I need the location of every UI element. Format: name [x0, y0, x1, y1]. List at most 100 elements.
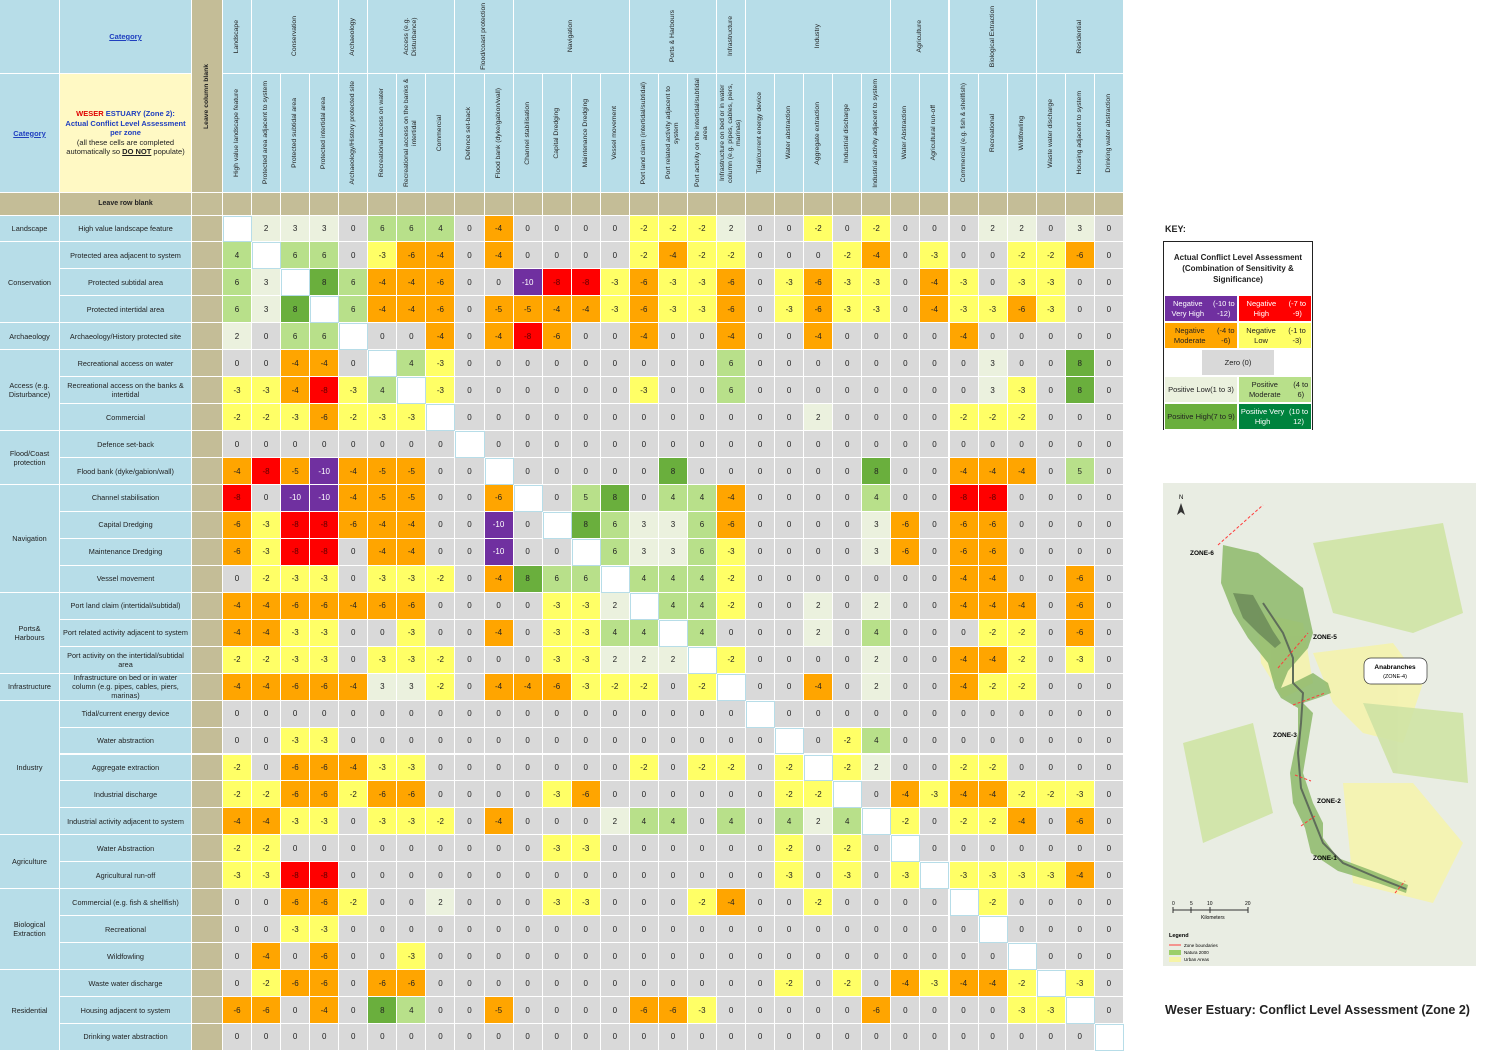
matrix-value: 0	[1048, 816, 1053, 826]
matrix-cell: 0	[455, 997, 485, 1024]
matrix-cell: 0	[513, 350, 543, 378]
matrix-cell: 0	[542, 431, 572, 459]
matrix-cell: -3	[310, 727, 340, 755]
matrix-value: 0	[525, 762, 530, 772]
column-header: Protected area adjacent to system	[252, 74, 282, 193]
matrix-cell: 0	[426, 781, 456, 809]
column-header-label: Aggregate extraction	[814, 101, 822, 165]
matrix-cell: -3	[542, 889, 572, 917]
matrix-value: 0	[932, 358, 937, 368]
column-group-label: Access (e.g. Disturbance)	[403, 17, 419, 56]
legend-zone-boundaries: Zone boundaries	[1184, 943, 1219, 948]
matrix-value: -6	[436, 304, 444, 314]
matrix-value: 0	[845, 493, 850, 503]
matrix-cell: -4	[542, 296, 572, 324]
matrix-value: -6	[814, 304, 822, 314]
matrix-cell: 0	[1007, 727, 1037, 755]
matrix-value: 0	[757, 601, 763, 611]
row-blank-cell	[192, 916, 223, 944]
matrix-cell: -2	[600, 673, 630, 701]
matrix-value: 0	[409, 439, 414, 449]
key-item-range: (1 to 3)	[1210, 384, 1234, 394]
column-header: Aggregate extraction	[804, 74, 834, 193]
matrix-cell: 3	[368, 673, 398, 701]
matrix-cell: 0	[746, 269, 776, 297]
matrix-cell: -2	[804, 781, 834, 809]
matrix-value: -6	[320, 789, 328, 799]
leave-row-cell	[281, 193, 311, 216]
matrix-cell: 0	[1065, 943, 1095, 971]
matrix-cell: 0	[804, 242, 834, 270]
matrix-value: 0	[903, 897, 908, 907]
matrix-value: 4	[786, 816, 792, 826]
matrix-value: -10	[492, 520, 505, 530]
matrix-cell: -5	[484, 997, 514, 1024]
matrix-value: 0	[786, 439, 792, 449]
matrix-value: 0	[641, 439, 647, 449]
matrix-value: -3	[320, 816, 328, 826]
matrix-cell: 0	[223, 970, 253, 998]
matrix-value: 0	[786, 574, 792, 584]
matrix-value: 0	[845, 924, 850, 934]
matrix-cell: -4	[397, 511, 427, 539]
matrix-cell: 3	[629, 538, 659, 566]
matrix-cell: 0	[949, 377, 979, 405]
matrix-value: 0	[583, 385, 588, 395]
matrix-cell: 4	[658, 808, 688, 836]
row-header-label: Port land claim (intertidal/subtidal)	[70, 601, 181, 611]
matrix-cell: -2	[1036, 242, 1066, 270]
key-item-range: (10 to 12)	[1288, 407, 1309, 426]
matrix-value: -5	[378, 493, 386, 503]
leave-row-cell	[891, 193, 921, 216]
matrix-cell: 0	[687, 781, 717, 809]
matrix-value: -4	[233, 466, 241, 476]
matrix-value: 0	[467, 924, 472, 934]
matrix-cell: -6	[281, 781, 311, 809]
matrix-cell: 0	[746, 619, 776, 647]
matrix-value: 0	[903, 709, 908, 719]
matrix-cell: -4	[949, 592, 979, 620]
matrix-value: 6	[351, 277, 356, 287]
matrix-cell: 0	[542, 215, 572, 243]
matrix-value: 0	[903, 250, 908, 260]
matrix-cell: 0	[484, 592, 514, 620]
matrix-value: 0	[380, 951, 385, 961]
matrix-value: 0	[1077, 493, 1082, 503]
matrix-cell: -10	[513, 269, 543, 297]
matrix-cell: 0	[891, 673, 921, 701]
matrix-cell: 0	[978, 943, 1008, 971]
matrix-value: 0	[757, 736, 763, 746]
matrix-value: 0	[1019, 709, 1024, 719]
matrix-cell: 0	[658, 970, 688, 998]
matrix-value: 0	[728, 439, 734, 449]
matrix-value: -3	[407, 951, 415, 961]
matrix-value: 8	[380, 1005, 385, 1015]
matrix-cell: -4	[978, 458, 1008, 485]
matrix-cell: -3	[252, 511, 282, 539]
matrix-value: -4	[407, 520, 415, 530]
matrix-value: 0	[1048, 709, 1053, 719]
row-header: Archaeology/History protected site	[60, 323, 192, 351]
matrix-cell: 0	[687, 970, 717, 998]
matrix-value: 6	[699, 520, 705, 530]
matrix-value: 0	[263, 897, 269, 907]
matrix-value: 0	[990, 843, 995, 853]
column-header-label: Housing adjacent to system	[1075, 91, 1083, 175]
matrix-cell: 0	[600, 916, 630, 944]
matrix-value: 0	[932, 520, 937, 530]
matrix-cell: 0	[426, 727, 456, 755]
zone5-label: ZONE-5	[1313, 634, 1337, 641]
row-blank-cell	[192, 215, 223, 243]
row-blank-cell	[192, 889, 223, 917]
natura-areas	[1183, 523, 1468, 843]
matrix-cell: 0	[775, 997, 805, 1024]
matrix-value: -4	[494, 816, 503, 826]
matrix-cell: -4	[484, 323, 514, 351]
matrix-cell: 0	[920, 538, 950, 566]
matrix-value: 0	[786, 628, 792, 638]
matrix-value: 0	[583, 223, 588, 233]
key-item-label: Positive Moderate	[1248, 380, 1281, 399]
row-header: Tidal/current energy device	[60, 700, 192, 728]
matrix-cell: -6	[397, 242, 427, 270]
matrix-value: -6	[291, 762, 299, 772]
